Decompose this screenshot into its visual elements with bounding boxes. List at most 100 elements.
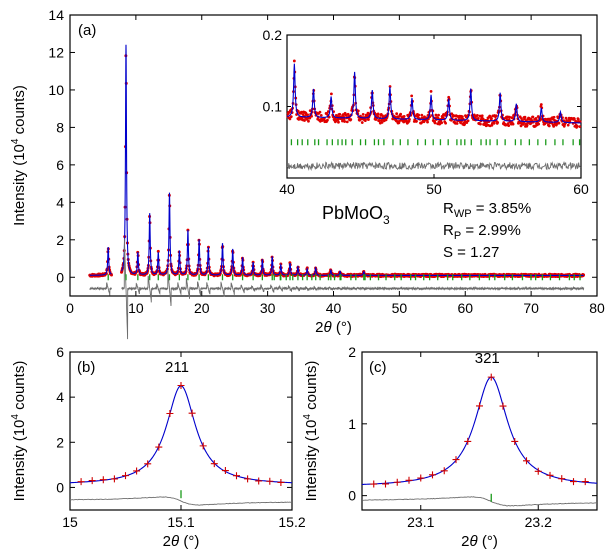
observed-point xyxy=(360,121,364,124)
observed-point xyxy=(296,109,300,113)
observed-point xyxy=(144,460,152,468)
observed-point xyxy=(440,467,448,475)
inset-difference-line xyxy=(286,160,582,171)
y-tick-label: 6 xyxy=(56,157,64,173)
observed-point xyxy=(88,477,96,485)
observed-point xyxy=(452,456,460,464)
panel-b-calculated-line xyxy=(69,385,293,484)
observed-point xyxy=(444,121,448,125)
inset-bragg-markers xyxy=(290,139,581,146)
observed-point xyxy=(380,120,384,124)
y-axis-label: Intensity (104 counts) xyxy=(302,361,320,502)
x-tick-label: 15.1 xyxy=(167,514,194,530)
observed-point xyxy=(308,116,312,120)
y-axis-label: Intensity (104 counts) xyxy=(10,85,28,226)
x-axis-label: 2θ (°) xyxy=(315,319,352,336)
y-tick-label: 14 xyxy=(48,7,64,23)
observed-point xyxy=(476,116,480,120)
panel-c-label: (c) xyxy=(369,359,387,376)
observed-point xyxy=(326,110,330,113)
x-tick-label: 23.1 xyxy=(407,514,434,530)
observed-point xyxy=(346,112,350,116)
observed-point xyxy=(177,382,185,390)
observed-point xyxy=(345,120,349,124)
observed-point xyxy=(578,125,582,129)
observed-point xyxy=(384,118,388,122)
observed-point xyxy=(564,116,568,120)
observed-point xyxy=(233,472,240,480)
inset-x-tick-label: 50 xyxy=(426,181,442,197)
observed-point xyxy=(318,110,322,114)
observed-point xyxy=(399,112,403,116)
observed-point xyxy=(382,480,389,488)
observed-point xyxy=(417,113,421,117)
observed-point xyxy=(408,117,411,121)
observed-point xyxy=(460,115,464,119)
y-tick-label: 0 xyxy=(56,479,64,495)
observed-point xyxy=(266,477,274,485)
observed-point xyxy=(507,124,511,128)
observed-point xyxy=(434,113,438,117)
observed-point xyxy=(576,117,580,121)
panel-label-a: (a) xyxy=(78,22,96,39)
observed-point xyxy=(329,92,333,96)
observed-point xyxy=(490,117,493,121)
x-tick-label: 15.2 xyxy=(278,514,305,530)
observed-point xyxy=(494,114,498,118)
y-tick-label: 12 xyxy=(48,44,64,60)
observed-point xyxy=(122,472,129,480)
observed-point xyxy=(405,476,413,484)
observed-point xyxy=(188,409,196,417)
observed-point xyxy=(557,121,561,125)
observed-point xyxy=(523,115,527,119)
y-tick-label: 6 xyxy=(56,344,64,360)
observed-point xyxy=(402,115,406,118)
observed-point xyxy=(525,123,529,127)
x-tick-label: 70 xyxy=(523,300,539,316)
observed-point xyxy=(544,117,548,121)
observed-point xyxy=(511,122,515,126)
y-tick-label: 10 xyxy=(48,82,64,98)
observed-point xyxy=(343,120,347,123)
observed-point xyxy=(338,112,342,116)
y-tick-label: 8 xyxy=(56,119,64,135)
y-tick-label: 2 xyxy=(56,232,64,248)
observed-point xyxy=(553,118,556,122)
observed-point xyxy=(475,113,479,117)
observed-point xyxy=(307,119,310,123)
inset-calculated-line xyxy=(286,63,581,124)
fit-statistic: S = 1.27 xyxy=(443,244,499,261)
observed-point xyxy=(508,115,511,119)
inset-x-tick-label: 60 xyxy=(573,181,589,197)
compound-label: PbMoO3 xyxy=(322,203,390,227)
observed-point xyxy=(303,119,306,122)
x-tick-label: 20 xyxy=(194,300,210,316)
observed-point xyxy=(380,118,384,122)
panel-b-observed xyxy=(77,382,285,486)
observed-point xyxy=(570,478,577,486)
x-tick-label: 15 xyxy=(62,514,78,530)
observed-point xyxy=(531,115,535,119)
observed-point xyxy=(306,113,309,117)
x-tick-label: 80 xyxy=(589,300,605,316)
observed-point xyxy=(572,117,576,121)
observed-point xyxy=(341,119,344,123)
observed-point xyxy=(499,402,507,410)
observed-point xyxy=(464,437,472,445)
panel-c-difference-line xyxy=(361,496,598,507)
observed-point xyxy=(426,120,429,124)
observed-point xyxy=(367,118,370,121)
y-tick-label: 4 xyxy=(56,194,64,210)
observed-point xyxy=(487,373,495,381)
observed-point xyxy=(361,113,365,116)
y-tick-label: 0 xyxy=(56,269,64,285)
y-tick-label: 1 xyxy=(348,416,356,432)
observed-point xyxy=(378,119,381,123)
panel-b-hkl-label: 211 xyxy=(165,359,189,376)
observed-point xyxy=(133,467,141,475)
x-tick-label: 50 xyxy=(392,300,408,316)
observed-point xyxy=(429,89,433,93)
observed-point xyxy=(479,122,482,126)
observed-point xyxy=(277,478,285,486)
observed-point xyxy=(506,122,510,125)
